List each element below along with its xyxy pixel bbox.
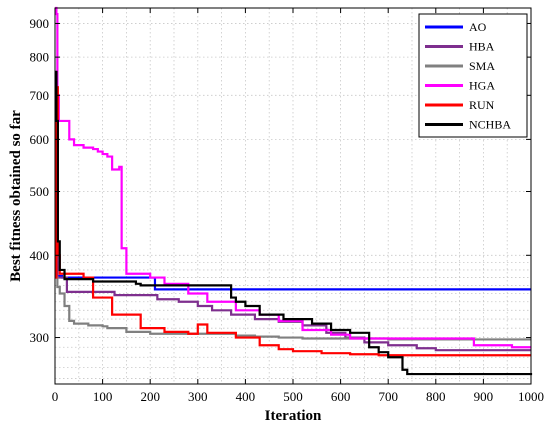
legend-label-ao: AO (469, 20, 487, 34)
y-tick-label: 600 (30, 132, 50, 147)
series-line-hba (55, 254, 531, 352)
legend: AO HBA SMA HGA RUN NCHBA (418, 13, 528, 138)
x-tick-label: 800 (426, 389, 446, 404)
legend-label-sma: SMA (469, 59, 495, 73)
legend-box (418, 13, 528, 138)
series-line-hga (55, 6, 531, 349)
x-tick-label: 100 (93, 389, 113, 404)
y-axis-label: Best fitness obtained so far (8, 110, 24, 282)
legend-label-run: RUN (469, 98, 495, 112)
x-tick-label: 1000 (518, 389, 544, 404)
legend-label-nchba: NCHBA (469, 118, 511, 132)
series-line-nchba (55, 70, 533, 376)
y-tick-label: 400 (30, 248, 50, 263)
y-tick-label: 500 (30, 184, 50, 199)
x-tick-label: 200 (140, 389, 160, 404)
series-lines (55, 6, 533, 376)
y-tick-label: 300 (30, 330, 50, 345)
y-tick-label: 700 (30, 88, 50, 103)
series-line-sma (55, 276, 531, 341)
legend-label-hga: HGA (469, 79, 495, 93)
y-tick-label: 800 (30, 50, 50, 65)
legend-label-hba: HBA (469, 40, 495, 54)
x-tick-label: 0 (52, 389, 59, 404)
x-tick-label: 300 (188, 389, 208, 404)
x-axis-label: Iteration (265, 408, 322, 424)
x-tick-label: 400 (236, 389, 256, 404)
y-tick-label: 900 (30, 16, 50, 31)
x-tick-label: 900 (474, 389, 494, 404)
x-axis-ticks: 0 100 200 300 400 500 600 700 800 900 1000 (52, 8, 544, 404)
x-tick-label: 600 (331, 389, 351, 404)
y-axis-ticks: 300 400 500 600 700 800 900 (30, 16, 531, 345)
x-tick-label: 500 (283, 389, 303, 404)
x-tick-label: 700 (378, 389, 398, 404)
